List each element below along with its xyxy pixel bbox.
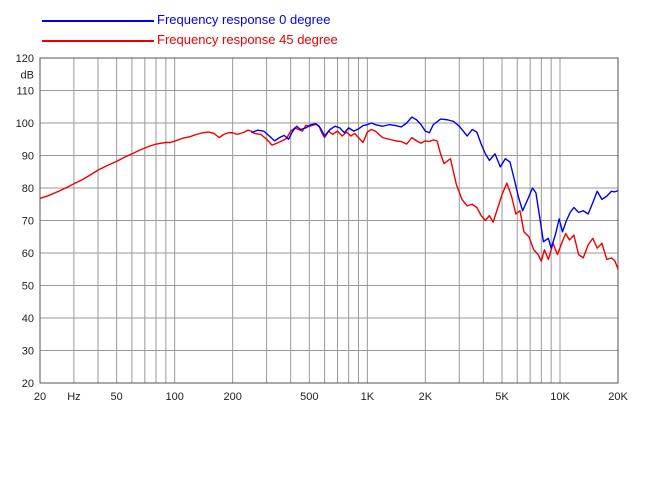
y-tick-label: 40 [22,313,34,325]
y-tick-label: 110 [16,86,34,98]
series-line-45-degree [39,123,619,270]
x-tick-label: 50 [111,391,123,403]
series-line-0-degree [251,116,619,249]
plot-frame [39,57,619,384]
y-tick-label: 50 [22,281,34,293]
y-tick-label: 30 [22,346,34,358]
legend-swatch-45-degree [42,39,154,42]
x-tick-label: 500 [300,391,318,403]
y-tick-label: 80 [22,183,34,195]
y-tick-label: 20 [22,378,34,390]
legend-entry-45-degree: Frequency response 45 degree [42,32,338,48]
grid [39,57,619,384]
x-tick-label: 10K [550,391,570,403]
x-tick-label: 200 [223,391,241,403]
y-tick-label: 60 [22,248,34,260]
x-tick-label: 2K [419,391,433,403]
y-tick-label: 70 [22,216,34,228]
x-tick-label: 20K [608,391,628,403]
series-lines [39,116,619,270]
axis-ticks: 20 30 40 50 60 70 80 90 100 110 120 dB 20 50 100 200 500… [16,53,629,403]
x-axis-unit-label: Hz [67,391,80,403]
y-tick-label: 120 [16,53,34,65]
y-tick-label: 90 [22,151,34,163]
x-tick-label: 20 [34,391,46,403]
legend-entry-0-degree: Frequency response 0 degree [42,12,330,28]
y-tick-label: 100 [16,118,34,130]
x-tick-label: 1K [361,391,375,403]
legend-swatch-0-degree [42,19,154,22]
y-axis-unit-label: dB [21,69,34,81]
legend-label-0-degree: Frequency response 0 degree [157,12,331,27]
legend-label-45-degree: Frequency response 45 degree [157,32,338,47]
x-tick-label: 100 [165,391,183,403]
x-tick-label: 5K [495,391,509,403]
